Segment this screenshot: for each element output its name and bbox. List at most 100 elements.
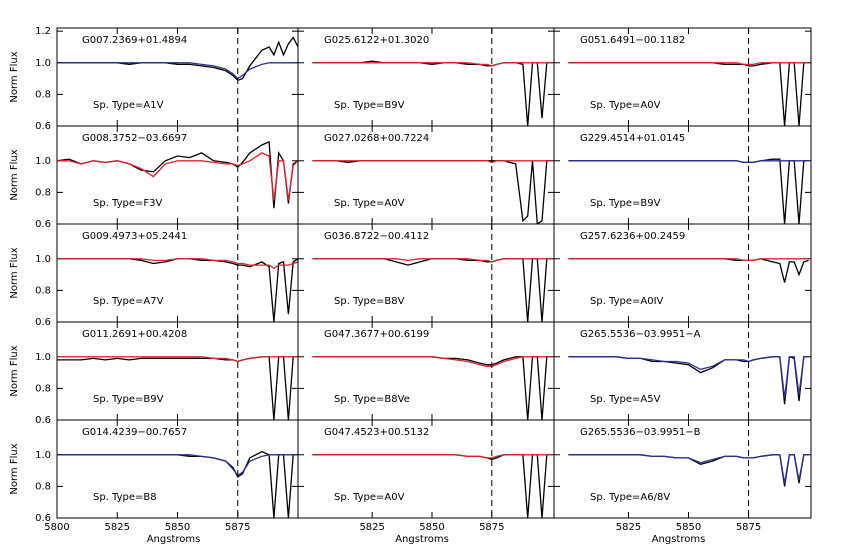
y-tick-label: 0.8 <box>35 89 51 100</box>
panel: 0.6 0.8 1.0 G011.2691+00.4208 Sp. Type=B9V No… <box>9 321 299 426</box>
spectrum-line <box>57 356 298 420</box>
panel: 0.6 0.8 1.0 5800 5825 5850 5875 G014.4239−00.76… <box>9 419 299 545</box>
y-tick-label: 0.8 <box>35 481 51 492</box>
y-tick-label: 1.0 <box>35 156 51 167</box>
spectral-type: Sp. Type=B8 <box>93 492 157 503</box>
panel-title: G257.6236+00.2459 <box>580 231 685 242</box>
y-tick-label: 0.6 <box>35 317 51 328</box>
spectrum-line <box>57 450 298 518</box>
panel: G047.3677+00.6199 Sp. Type=B8Ve <box>297 321 555 421</box>
spectral-type: Sp. Type=A0IV <box>590 296 664 307</box>
panel: G027.0268+00.7224 Sp. Type=A0V <box>297 125 555 225</box>
spectrum-line <box>312 454 552 459</box>
spectral-type: Sp. Type=A1V <box>93 100 164 111</box>
spectral-type: Sp. Type=B8V <box>334 296 405 307</box>
panel-title: G027.0268+00.7224 <box>324 133 429 144</box>
spectrum-line <box>312 258 552 322</box>
panel-title: G008.3752−03.6697 <box>82 133 187 144</box>
spectrum-line <box>57 62 298 80</box>
panel-title: G051.6491−00.1182 <box>580 35 685 46</box>
panel-title: G014.4239−00.7657 <box>82 427 187 438</box>
panel-title: G011.2691+00.4208 <box>82 329 187 340</box>
spectrum-line <box>312 356 552 367</box>
spectrum-line <box>57 356 298 363</box>
spectrum-line <box>568 454 809 484</box>
y-tick-label: 0.6 <box>35 121 51 132</box>
panel-title: G047.3677+00.6199 <box>324 329 429 340</box>
panel: G036.8722−00.4112 Sp. Type=B8V <box>297 223 555 323</box>
x-tick-label: 5875 <box>736 522 761 533</box>
y-axis-label: Norm Flux <box>9 345 20 396</box>
panel-title: G009.4973+05.2441 <box>82 231 187 242</box>
spectrum-line <box>568 258 809 283</box>
y-tick-label: 1.0 <box>35 58 51 69</box>
spectrum-line <box>568 454 809 487</box>
spectral-type: Sp. Type=B8Ve <box>334 394 410 405</box>
panel-title: G265.5536−03.9951−A <box>580 329 701 340</box>
spectrum-line <box>568 258 809 262</box>
spectral-type: Sp. Type=F3V <box>93 198 163 209</box>
panel: 0.6 0.8 1.0 1.2 G007.2369+01.4894 Sp. Type=A1… <box>9 26 299 132</box>
x-tick-label: 5850 <box>165 522 190 533</box>
panel: G051.6491−00.1182 Sp. Type=A0V <box>553 27 812 127</box>
spectrum-line <box>568 158 809 224</box>
y-tick-label: 0.6 <box>35 513 51 524</box>
y-tick-label: 1.0 <box>35 254 51 265</box>
y-tick-label: 0.8 <box>35 285 51 296</box>
spectrum-line <box>57 152 298 201</box>
y-axis-label: Norm Flux <box>9 247 20 298</box>
spectrum-line <box>312 160 552 224</box>
spectral-type: Sp. Type=A0V <box>334 198 405 209</box>
spectrum-line <box>312 356 552 420</box>
x-tick-label: 5875 <box>479 522 504 533</box>
spectral-type: Sp. Type=B9V <box>590 198 661 209</box>
spectral-type: Sp. Type=B9V <box>334 100 405 111</box>
panel: 0.6 0.8 1.0 G008.3752−03.6697 Sp. Type=F3V No… <box>9 125 299 230</box>
y-axis-label: Norm Flux <box>9 443 20 494</box>
spectral-type: Sp. Type=A6/8V <box>590 492 670 503</box>
panel: 5825 5850 5875 G047.4523+00.5132 Sp. Type=A0… <box>297 419 555 545</box>
x-axis-label: Angstroms <box>652 534 706 545</box>
y-tick-label: 0.8 <box>35 187 51 198</box>
panel: 0.6 0.8 1.0 G009.4973+05.2441 Sp. Type=A7V No… <box>9 223 299 328</box>
spectral-type: Sp. Type=A7V <box>93 296 164 307</box>
x-axis-label: Angstroms <box>395 534 449 545</box>
y-tick-label: 1.0 <box>35 352 51 363</box>
spectral-type: Sp. Type=A0V <box>334 492 405 503</box>
panel-frame <box>553 419 812 519</box>
y-tick-label: 1.2 <box>35 26 51 37</box>
y-tick-label: 0.6 <box>35 219 51 230</box>
spectrum-line <box>312 258 552 263</box>
spectrum-line <box>312 454 552 518</box>
x-tick-label: 5825 <box>105 522 130 533</box>
spectrum-line <box>568 160 809 164</box>
y-axis-label: Norm Flux <box>9 51 20 102</box>
y-axis-label: Norm Flux <box>9 149 20 200</box>
spectrum-line <box>568 62 809 66</box>
spectrum-line <box>57 258 298 270</box>
panel-title: G047.4523+00.5132 <box>324 427 429 438</box>
panel: G265.5536−03.9951−A Sp. Type=A5V <box>553 321 812 421</box>
x-tick-label: 5875 <box>225 522 250 533</box>
panel-title: G265.5536−03.9951−B <box>580 427 701 438</box>
panel: G229.4514+01.0145 Sp. Type=B9V <box>553 125 812 225</box>
x-tick-label: 5850 <box>419 522 444 533</box>
spectral-type: Sp. Type=B9V <box>93 394 164 405</box>
spectrum-line <box>312 62 552 67</box>
spectrum-line <box>568 62 809 126</box>
x-axis-label: Angstroms <box>147 534 201 545</box>
x-tick-label: 5825 <box>616 522 641 533</box>
panel: 5825 5850 5875 G265.5536−03.9951−B Sp. Type=… <box>553 419 812 545</box>
panel-title: G025.6122+01.3020 <box>324 35 429 46</box>
panel-title: G036.8722−00.4112 <box>324 231 429 242</box>
spectral-type: Sp. Type=A0V <box>590 100 661 111</box>
x-tick-label: 5850 <box>676 522 701 533</box>
panel: G025.6122+01.3020 Sp. Type=B9V <box>297 27 555 127</box>
spectrum-line <box>568 356 809 398</box>
x-tick-label: 5825 <box>359 522 384 533</box>
spectrum-line <box>57 454 298 477</box>
y-tick-label: 0.6 <box>35 415 51 426</box>
panel-title: G007.2369+01.4894 <box>82 35 187 46</box>
spectrum-line <box>57 258 298 322</box>
